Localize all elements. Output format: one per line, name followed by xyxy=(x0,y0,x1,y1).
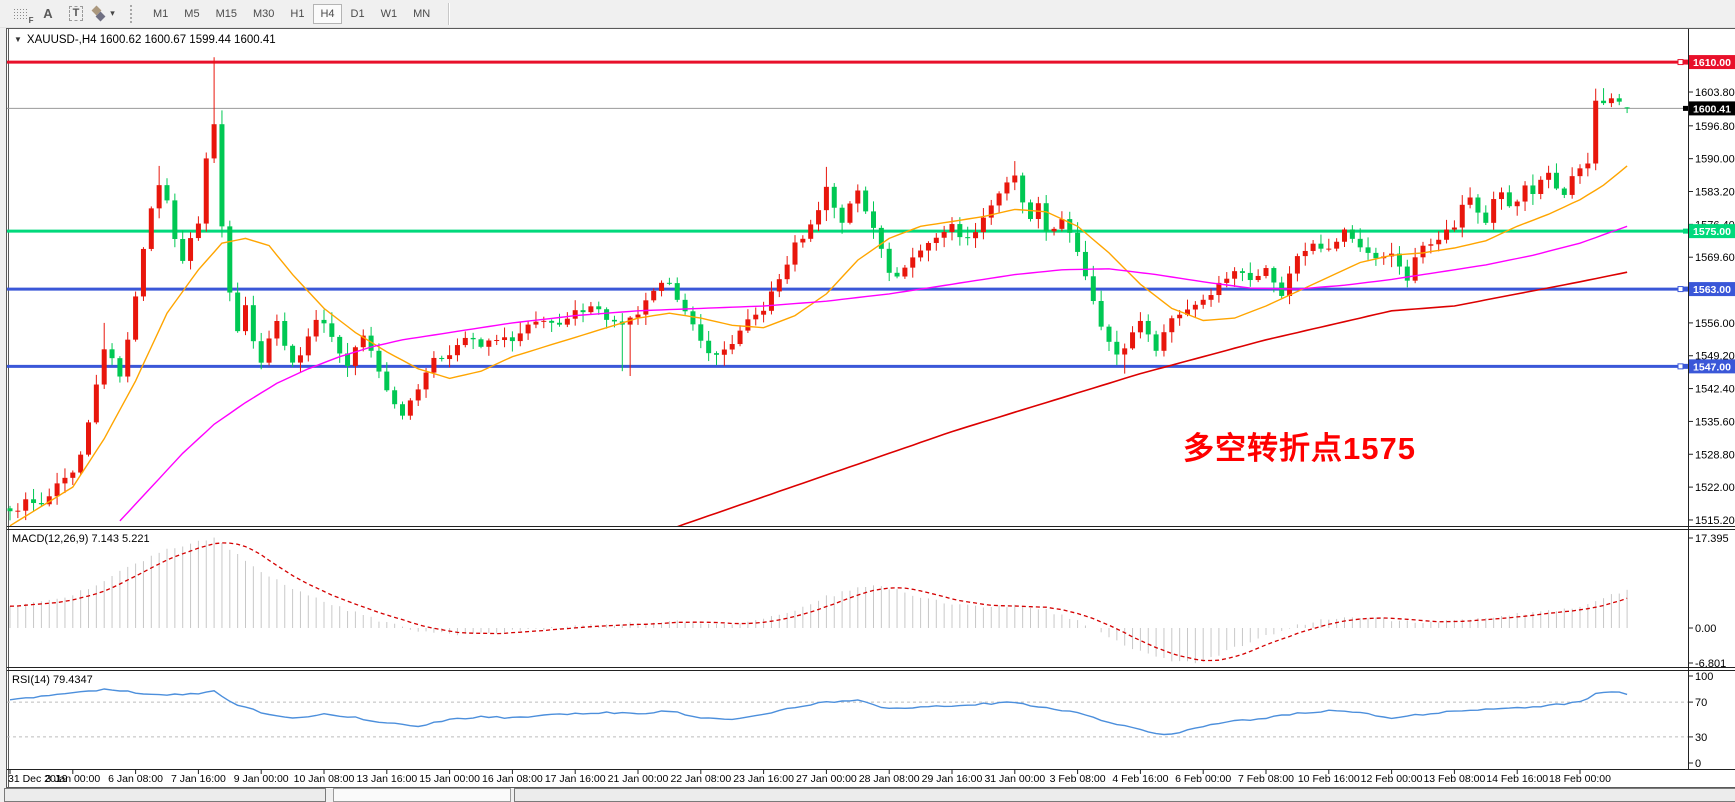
timeframe-button-M15[interactable]: M15 xyxy=(209,4,244,24)
chart-tab[interactable] xyxy=(514,788,1735,802)
svg-text:16 Jan 08:00: 16 Jan 08:00 xyxy=(482,773,543,785)
chart-canvas[interactable]: 1603.801596.801590.001583.201576.401569.… xyxy=(0,28,1735,788)
svg-text:15 Jan 00:00: 15 Jan 00:00 xyxy=(419,773,480,785)
svg-text:6 Feb 00:00: 6 Feb 00:00 xyxy=(1175,773,1231,785)
chart-grid-tool-button[interactable]: F xyxy=(7,3,33,25)
toolbar-grip[interactable] xyxy=(130,5,137,23)
toolbar-separator xyxy=(448,3,449,25)
svg-text:7 Jan 16:00: 7 Jan 16:00 xyxy=(171,773,226,785)
svg-text:1563.00: 1563.00 xyxy=(1693,284,1731,296)
svg-text:1590.00: 1590.00 xyxy=(1695,154,1735,166)
annotation-text: 多空转折点1575 xyxy=(1183,432,1416,466)
svg-text:1556.00: 1556.00 xyxy=(1695,318,1735,330)
svg-text:1528.80: 1528.80 xyxy=(1695,449,1735,461)
rsi-label: RSI(14) 79.4347 xyxy=(12,674,93,686)
svg-text:1583.20: 1583.20 xyxy=(1695,187,1735,199)
arrow-label-tool-button[interactable]: A xyxy=(35,3,61,25)
svg-text:17 Jan 16:00: 17 Jan 16:00 xyxy=(545,773,606,785)
svg-text:7 Feb 08:00: 7 Feb 08:00 xyxy=(1238,773,1294,785)
svg-text:0.00: 0.00 xyxy=(1695,623,1716,635)
svg-text:31 Jan 00:00: 31 Jan 00:00 xyxy=(984,773,1045,785)
chevron-down-icon: ▾ xyxy=(110,8,115,19)
svg-text:-6.801: -6.801 xyxy=(1695,658,1726,670)
svg-text:10 Feb 16:00: 10 Feb 16:00 xyxy=(1298,773,1360,785)
svg-text:1600.41: 1600.41 xyxy=(1693,103,1731,115)
svg-text:70: 70 xyxy=(1695,697,1707,709)
svg-text:30: 30 xyxy=(1695,732,1707,744)
svg-text:21 Jan 00:00: 21 Jan 00:00 xyxy=(608,773,669,785)
hline-handle[interactable] xyxy=(1678,364,1683,369)
timeframe-button-MN[interactable]: MN xyxy=(406,4,437,24)
svg-text:23 Jan 16:00: 23 Jan 16:00 xyxy=(733,773,794,785)
svg-text:1610.00: 1610.00 xyxy=(1693,57,1731,69)
svg-text:1569.60: 1569.60 xyxy=(1695,252,1735,264)
macd-label: MACD(12,26,9) 7.143 5.221 xyxy=(12,533,150,545)
svg-text:1596.80: 1596.80 xyxy=(1695,121,1735,133)
timeframe-button-D1[interactable]: D1 xyxy=(344,4,372,24)
text-tool-button[interactable]: T xyxy=(63,3,89,25)
hline-handle[interactable] xyxy=(1678,60,1683,65)
svg-text:9 Jan 00:00: 9 Jan 00:00 xyxy=(234,773,289,785)
timeframe-button-W1[interactable]: W1 xyxy=(374,4,405,24)
hline-handle[interactable] xyxy=(1678,287,1683,292)
svg-text:12 Feb 00:00: 12 Feb 00:00 xyxy=(1361,773,1423,785)
svg-text:1515.20: 1515.20 xyxy=(1695,515,1735,527)
svg-text:6 Jan 08:00: 6 Jan 08:00 xyxy=(108,773,163,785)
chart-title-text: XAUUSD-,H4 1600.62 1600.67 1599.44 1600.… xyxy=(27,34,276,46)
chart-tab[interactable] xyxy=(4,788,326,802)
svg-text:13 Feb 08:00: 13 Feb 08:00 xyxy=(1423,773,1485,785)
svg-text:1547.00: 1547.00 xyxy=(1693,361,1731,373)
timeframe-button-M30[interactable]: M30 xyxy=(246,4,281,24)
timeframe-button-M1[interactable]: M1 xyxy=(146,4,175,24)
letter-a-icon: A xyxy=(43,6,52,21)
svg-text:18 Feb 00:00: 18 Feb 00:00 xyxy=(1549,773,1611,785)
svg-text:3 Jan 00:00: 3 Jan 00:00 xyxy=(45,773,100,785)
text-t-icon: T xyxy=(69,6,84,21)
svg-text:1603.80: 1603.80 xyxy=(1695,87,1735,99)
svg-text:4 Feb 16:00: 4 Feb 16:00 xyxy=(1112,773,1168,785)
chart-dropdown-icon[interactable]: ▼ xyxy=(14,35,22,44)
svg-text:28 Jan 08:00: 28 Jan 08:00 xyxy=(859,773,920,785)
timeframe-button-M5[interactable]: M5 xyxy=(177,4,206,24)
timeframe-button-H4[interactable]: H4 xyxy=(313,4,341,24)
svg-text:1575.00: 1575.00 xyxy=(1693,226,1731,238)
grid-f-icon: F xyxy=(13,8,28,20)
timeframe-button-H1[interactable]: H1 xyxy=(283,4,311,24)
svg-text:1535.60: 1535.60 xyxy=(1695,416,1735,428)
chart-tab[interactable] xyxy=(333,788,511,802)
svg-text:17.395: 17.395 xyxy=(1695,533,1729,545)
svg-text:0: 0 xyxy=(1695,758,1701,770)
svg-text:29 Jan 16:00: 29 Jan 16:00 xyxy=(922,773,983,785)
chart-window[interactable]: 1603.801596.801590.001583.201576.401569.… xyxy=(0,28,1735,788)
svg-text:10 Jan 08:00: 10 Jan 08:00 xyxy=(294,773,355,785)
svg-text:14 Feb 16:00: 14 Feb 16:00 xyxy=(1486,773,1548,785)
svg-text:27 Jan 00:00: 27 Jan 00:00 xyxy=(796,773,857,785)
svg-text:3 Feb 08:00: 3 Feb 08:00 xyxy=(1050,773,1106,785)
svg-text:100: 100 xyxy=(1695,671,1713,683)
svg-text:1522.00: 1522.00 xyxy=(1695,482,1735,494)
svg-text:13 Jan 16:00: 13 Jan 16:00 xyxy=(356,773,417,785)
bottom-tabs-strip xyxy=(0,788,1735,796)
svg-text:1542.40: 1542.40 xyxy=(1695,384,1735,396)
svg-text:22 Jan 08:00: 22 Jan 08:00 xyxy=(670,773,731,785)
shapes-tool-button[interactable]: ▾ xyxy=(91,3,117,25)
diamond-shape-icon xyxy=(96,12,106,22)
chart-title: ▼ XAUUSD-,H4 1600.62 1600.67 1599.44 1600… xyxy=(14,34,276,46)
